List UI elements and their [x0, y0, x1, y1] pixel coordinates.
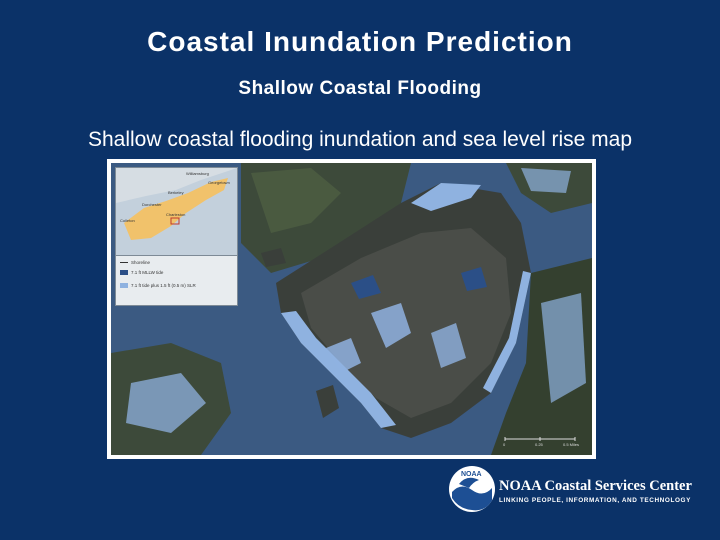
noaa-logo: NOAA NOAA Coastal Services Center LINKIN…: [449, 466, 699, 514]
slide-subtitle: Shallow Coastal Flooding: [238, 78, 482, 99]
scale-mid-label: 0.25: [535, 442, 543, 447]
inset-label-colleton: Colleton: [120, 218, 135, 223]
inundation-map-frame: Williamsburg Georgetown Berkeley Dorches…: [107, 159, 596, 459]
legend-item-slr: 7.1 ft tide plus 1.5 ft (0.5 m) SLR: [120, 283, 211, 288]
noaa-emblem-graphic: [450, 467, 494, 511]
tide-swatch: [120, 270, 128, 275]
logo-name: NOAA Coastal Services Center: [499, 478, 692, 494]
inset-label-williamsburg: Williamsburg: [186, 171, 209, 176]
locator-map-graphic: [116, 168, 237, 255]
inset-label-dorchester: Dorchester: [142, 202, 162, 207]
emblem-text: NOAA: [461, 471, 482, 478]
logo-tagline: LINKING PEOPLE, INFORMATION, AND TECHNOL…: [499, 497, 691, 504]
scale-bar-graphic: [504, 437, 576, 441]
inundation-map: Williamsburg Georgetown Berkeley Dorches…: [111, 163, 592, 455]
slide-title: Coastal Inundation Prediction: [147, 26, 573, 57]
legend-label: Shoreline: [131, 260, 151, 265]
map-imagery: [111, 163, 592, 455]
legend-label: 7.1 ft MLLW tide: [131, 270, 164, 275]
scale-end-label: 0.5 Miles: [563, 442, 580, 447]
legend-label: 7.1 ft tide plus 1.5 ft (0.5 m) SLR: [131, 283, 196, 288]
shoreline-swatch: [120, 262, 128, 263]
slide-caption: Shallow coastal flooding inundation and …: [87, 128, 632, 151]
inset-label-berkeley: Berkeley: [168, 190, 184, 195]
scale-start-label: 0: [503, 442, 506, 447]
map-legend: Shoreline 7.1 ft MLLW tide 7.1 ft tide p…: [115, 255, 238, 306]
slr-swatch: [120, 283, 128, 288]
noaa-emblem-icon: NOAA: [449, 466, 495, 512]
inset-label-georgetown: Georgetown: [208, 180, 230, 185]
locator-inset-map: Williamsburg Georgetown Berkeley Dorches…: [115, 167, 238, 256]
legend-item-shoreline: Shoreline: [120, 260, 150, 265]
inset-label-charleston: Charleston: [166, 212, 186, 217]
legend-item-tide: 7.1 ft MLLW tide: [120, 270, 163, 275]
